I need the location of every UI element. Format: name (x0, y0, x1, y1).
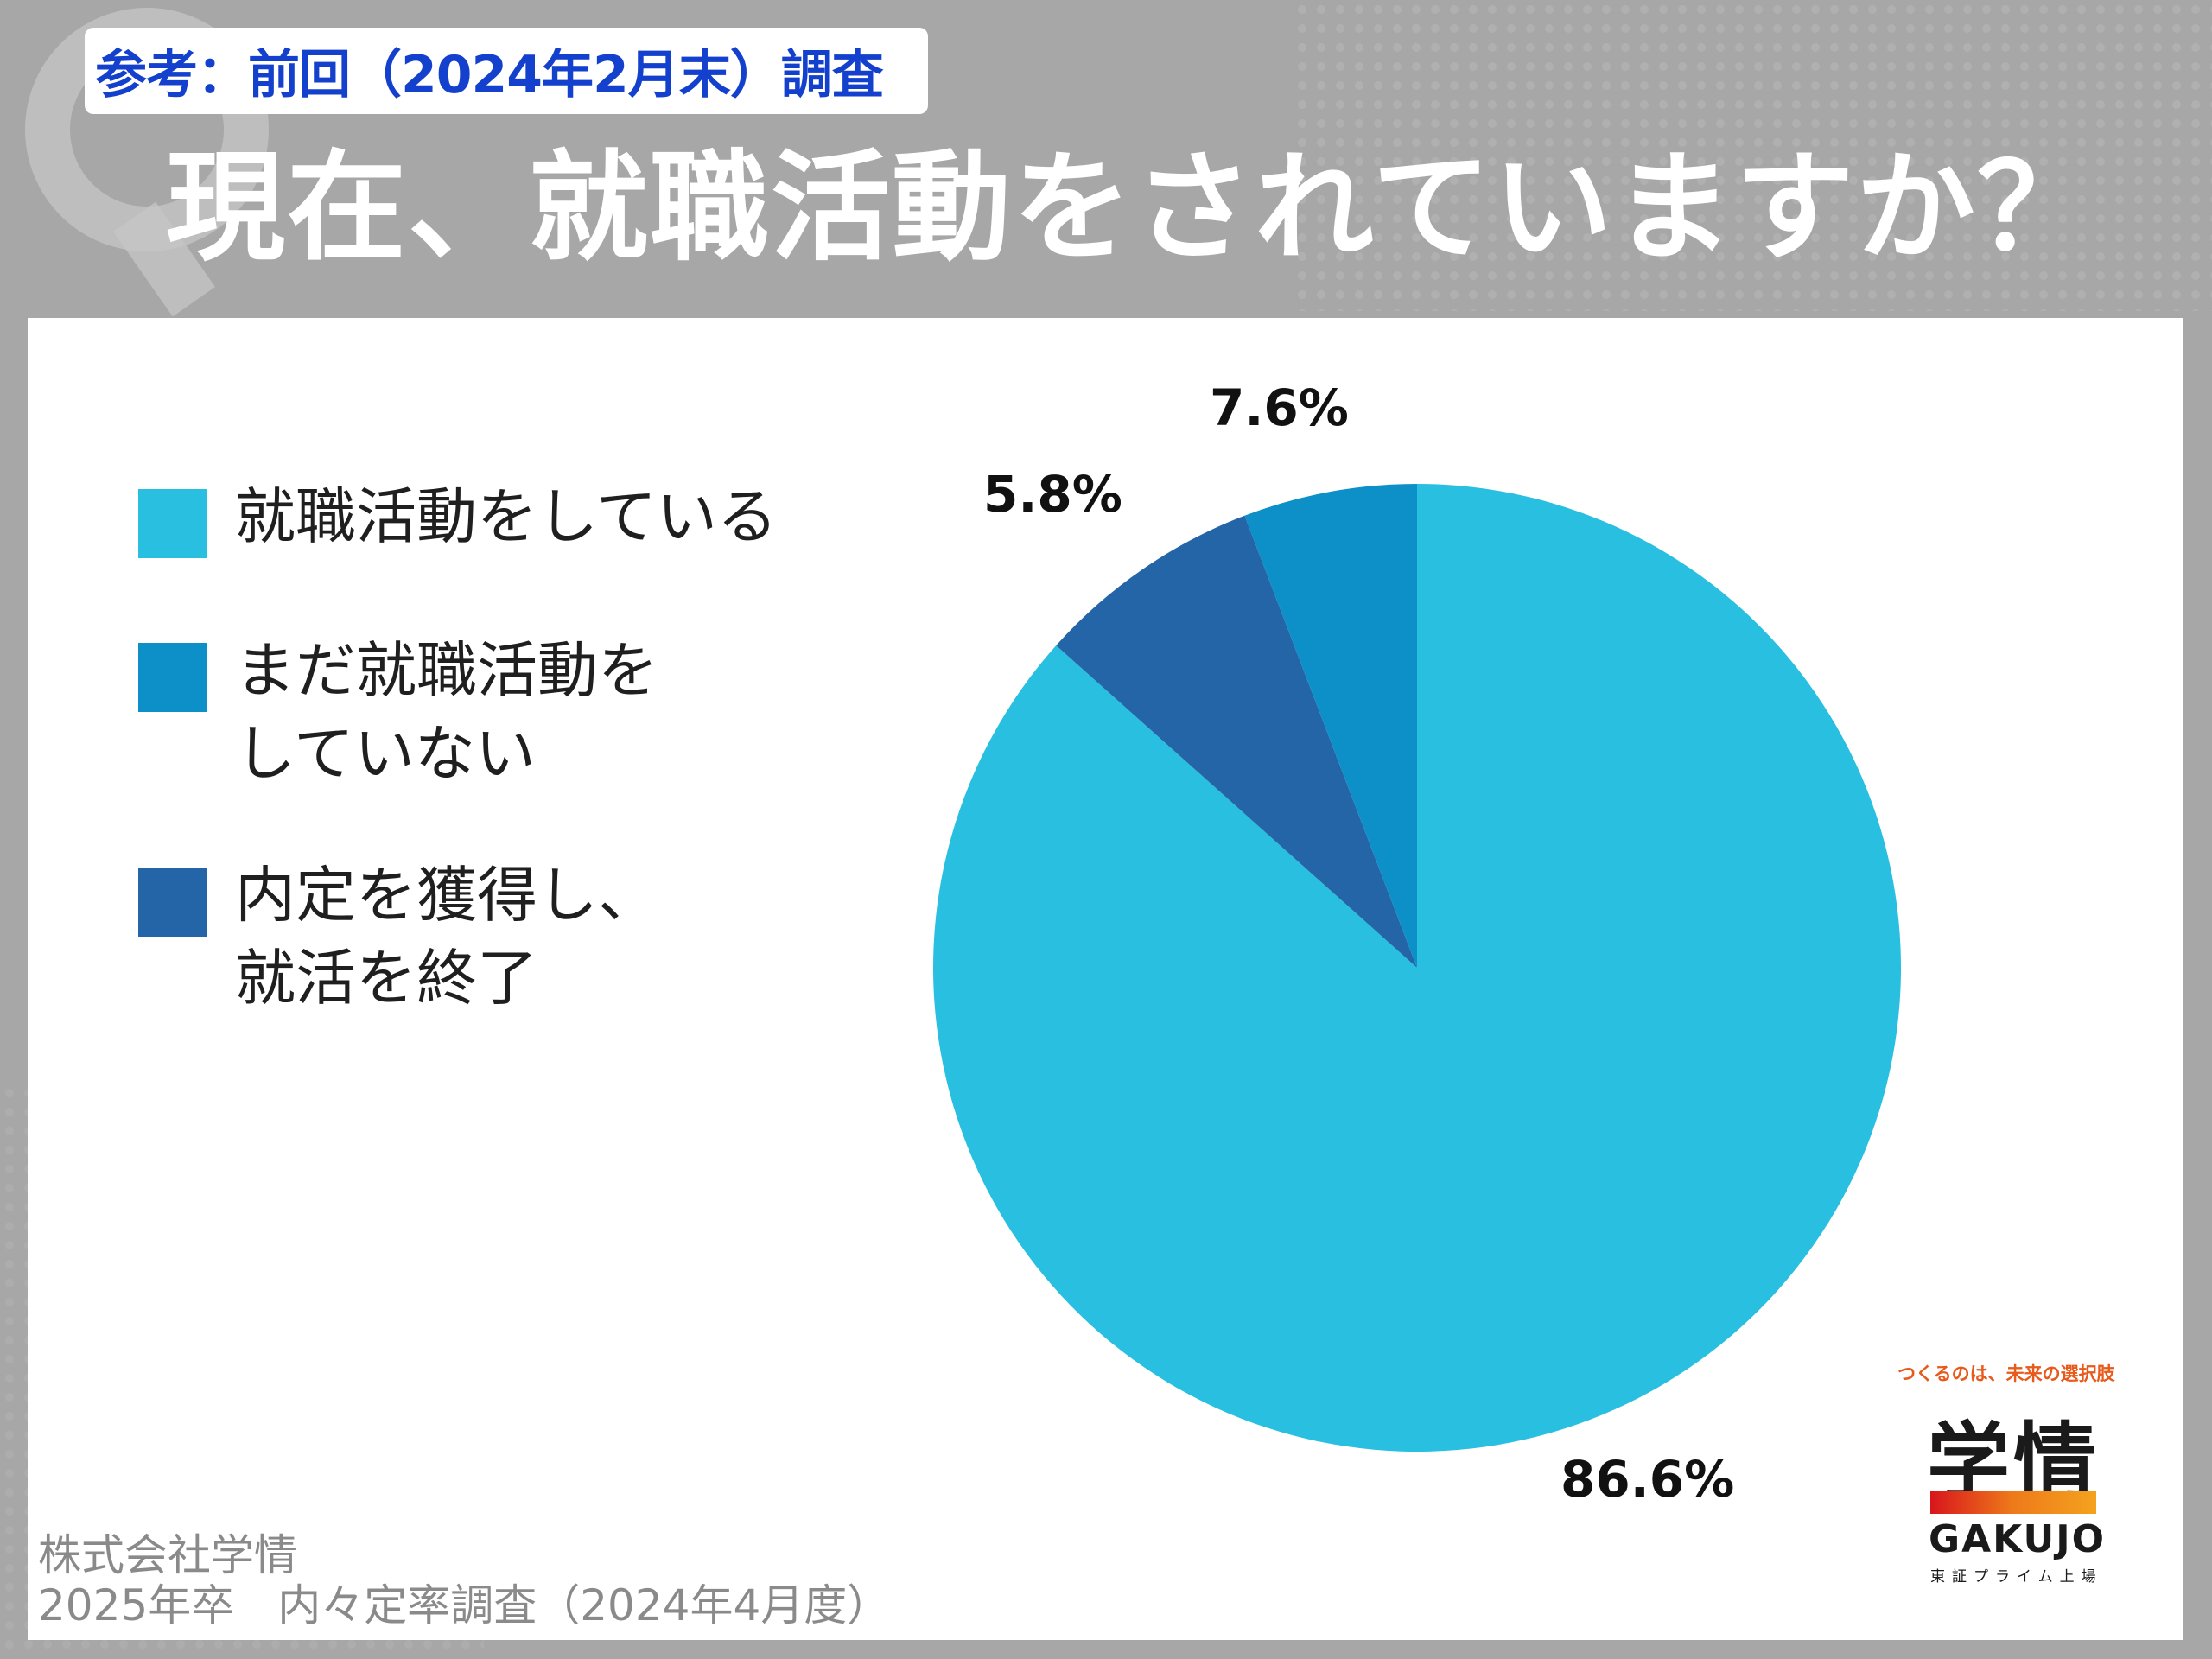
page-title: 現在、就職活動をされていますか？ (166, 138, 2098, 277)
gakujo-logo: つくるのは、未来の選択肢 学情 GAKUJO 東証プライム上場 (1884, 1348, 2143, 1590)
legend-label: 内定を獲得し、 就活を終了 (235, 860, 658, 1014)
data-label-job-hunting: 86.6% (1560, 1450, 1735, 1509)
legend-swatch (138, 643, 207, 712)
pie-slice-not-started (1244, 484, 1417, 968)
pie-slice-finished (1056, 515, 1417, 968)
logo-latin: GAKUJO (1929, 1517, 2106, 1561)
source-company: 株式会社学情 (38, 1530, 297, 1580)
reference-tag-text: 参考：前回（2024年2月末）調査 (95, 45, 884, 105)
legend-swatch (138, 868, 207, 937)
data-label-finished: 7.6% (1210, 378, 1349, 437)
legend-label: 就職活動をしている (235, 481, 778, 552)
pie-chart (932, 484, 1901, 1452)
legend-label: まだ就職活動を していない (235, 635, 658, 789)
source-survey: 2025年卒 内々定率調査（2024年4月度） (38, 1580, 891, 1630)
data-label-not-started: 5.8% (983, 465, 1122, 524)
logo-tagline: つくるのは、未来の選択肢 (1897, 1363, 2115, 1384)
legend-swatch (138, 489, 207, 558)
logo-subtitle: 東証プライム上場 (1930, 1568, 2103, 1586)
pie-slice-job-hunting (932, 484, 1901, 1452)
reference-tag: 参考：前回（2024年2月末）調査 (85, 28, 928, 114)
logo-color-bar (1930, 1491, 2096, 1514)
